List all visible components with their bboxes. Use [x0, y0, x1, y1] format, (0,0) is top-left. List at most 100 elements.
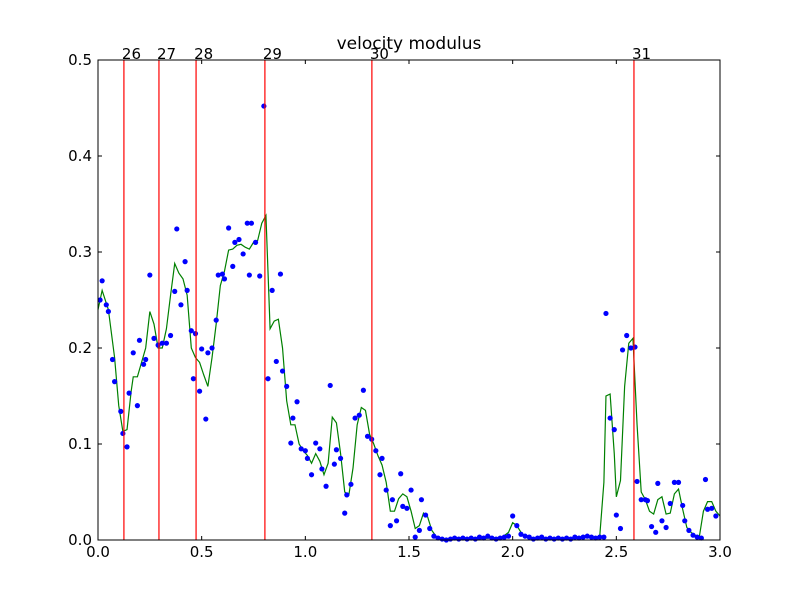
- marker-label: 27: [157, 45, 176, 63]
- scatter-point: [99, 278, 105, 284]
- scatter-point: [698, 535, 704, 541]
- y-tick-label: 0.1: [68, 435, 92, 453]
- scatter-point: [412, 534, 418, 540]
- scatter-point: [313, 440, 319, 446]
- scatter-point: [126, 390, 132, 396]
- scatter-point: [638, 497, 644, 503]
- scatter-point: [671, 479, 677, 485]
- scatter-point: [246, 272, 252, 278]
- scatter-point: [288, 440, 294, 446]
- scatter-point: [400, 503, 406, 509]
- scatter-point: [613, 512, 619, 518]
- scatter-point: [97, 297, 103, 303]
- x-tick-label: 2.5: [604, 543, 628, 561]
- scatter-point: [103, 302, 109, 308]
- scatter-point: [124, 444, 130, 450]
- scatter-point: [203, 416, 209, 422]
- scatter-point: [603, 310, 609, 317]
- scatter-point: [547, 535, 553, 541]
- scatter-point: [265, 376, 271, 382]
- scatter-point: [226, 225, 232, 231]
- scatter-point: [632, 344, 638, 350]
- scatter-point: [526, 534, 532, 540]
- scatter-point: [584, 533, 590, 539]
- scatter-point: [709, 505, 715, 511]
- scatter-point: [279, 368, 286, 374]
- scatter-point: [611, 427, 617, 433]
- scatter-point: [460, 535, 466, 541]
- scatter-point: [704, 506, 711, 512]
- scatter-point: [373, 448, 379, 454]
- scatter-point: [317, 446, 323, 452]
- scatter-point: [331, 461, 337, 467]
- y-tick-label: 0.2: [68, 339, 92, 357]
- x-tick-label: 0.0: [86, 543, 110, 561]
- y-tick-label: 0.3: [68, 243, 92, 261]
- scatter-point: [172, 288, 178, 294]
- scatter-point: [588, 534, 595, 540]
- scatter-point: [648, 523, 655, 530]
- scatter-point: [501, 534, 507, 540]
- scatter-point: [534, 535, 541, 541]
- scatter-point: [219, 271, 225, 277]
- scatter-point: [209, 345, 215, 351]
- scatter-point: [514, 523, 520, 529]
- scatter-point: [576, 535, 582, 541]
- scatter-point: [298, 446, 304, 452]
- y-tick-label: 0.0: [68, 531, 92, 549]
- scatter-point: [364, 433, 371, 439]
- scatter-point: [143, 356, 149, 363]
- scatter-point: [398, 471, 404, 477]
- scatter-point: [653, 529, 659, 535]
- scatter-point: [431, 533, 437, 539]
- scatter-point: [182, 259, 188, 265]
- scatter-point: [468, 535, 474, 541]
- scatter-point: [408, 487, 414, 493]
- scatter-point: [269, 287, 275, 293]
- scatter-point: [304, 455, 311, 461]
- scatter-point: [360, 387, 366, 393]
- scatter-point: [111, 379, 118, 385]
- scatter-point: [284, 383, 290, 389]
- scatter-point: [404, 505, 410, 511]
- scatter-point: [694, 534, 700, 540]
- scatter-point: [190, 376, 196, 382]
- scatter-point: [327, 382, 333, 389]
- scatter-point: [601, 534, 607, 540]
- scatter-point: [136, 337, 143, 343]
- scatter-point: [389, 497, 396, 503]
- scatter-point: [109, 356, 116, 363]
- scatter-point: [105, 308, 111, 315]
- scatter-point: [174, 226, 180, 232]
- scatter-point: [192, 331, 199, 337]
- scatter-point: [680, 502, 686, 509]
- scatter-point: [593, 535, 599, 541]
- scatter-point: [221, 276, 228, 282]
- scatter-point: [232, 239, 238, 245]
- scatter-point: [302, 448, 308, 454]
- scatter-point: [342, 510, 348, 516]
- x-tick-label: 3.0: [708, 543, 732, 561]
- scatter-point: [379, 455, 385, 461]
- scatter-point: [628, 345, 634, 351]
- scatter-point: [555, 535, 561, 541]
- scatter-point: [418, 497, 425, 503]
- scatter-point: [196, 388, 203, 394]
- scatter-point: [435, 535, 441, 541]
- scatter-point: [294, 399, 300, 405]
- marker-label: 28: [194, 45, 213, 63]
- scatter-point: [624, 332, 630, 339]
- scatter-point: [151, 335, 157, 341]
- scatter-point: [290, 415, 296, 421]
- scatter-point: [619, 347, 626, 353]
- scatter-point: [215, 272, 221, 278]
- scatter-point: [213, 317, 219, 323]
- scatter-point: [387, 523, 393, 529]
- scatter-point: [348, 481, 354, 487]
- scatter-point: [377, 472, 383, 478]
- scatter-point: [118, 408, 124, 414]
- scatter-point: [277, 271, 284, 277]
- scatter-point: [427, 525, 433, 532]
- scatter-point: [675, 479, 682, 485]
